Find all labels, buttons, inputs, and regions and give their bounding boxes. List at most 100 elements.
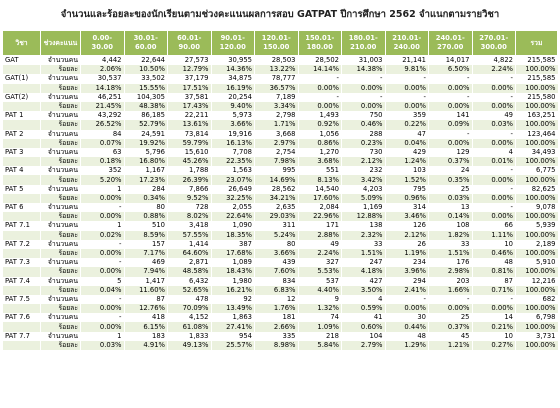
percent-cell: 0.00% <box>297 101 342 112</box>
count-cell: 5,939 <box>515 221 558 231</box>
percent-cell: 0.00% <box>297 83 342 93</box>
count-cell: 49 <box>297 239 342 249</box>
count-cell: 1,493 <box>297 111 342 121</box>
percent-row: ร้อยละ 0.00% 12.76% 70.09% 13.49% 1.76% 1.32% 0… <box>2 304 558 314</box>
percent-cell: 26.39% <box>167 175 211 185</box>
count-cell: 1,417 <box>123 276 168 286</box>
count-cell: - <box>471 129 516 139</box>
percent-cell: 2.98% <box>428 267 472 277</box>
count-cell: 30 <box>384 313 429 323</box>
subject-cell: PAT 7.7 <box>2 331 41 341</box>
percent-cell: 45.26% <box>167 157 211 167</box>
percent-cell: 15.55% <box>123 83 168 93</box>
count-cell: 3,418 <box>167 221 211 231</box>
row-label: ร้อยละ <box>40 267 81 277</box>
count-cell: 4,203 <box>341 184 385 194</box>
count-cell: 34,875 <box>210 74 255 84</box>
count-cell: 387 <box>210 239 255 249</box>
count-cell: 232 <box>341 166 385 176</box>
count-cell: - <box>80 239 124 249</box>
count-cell: 30,955 <box>210 55 255 66</box>
count-cell: - <box>471 166 516 176</box>
percent-cell: 12.76% <box>123 304 168 314</box>
count-cell: 37,179 <box>167 74 211 84</box>
row-label: ร้อยละ <box>40 285 81 295</box>
count-row: PAT 7.4 จำนวนคน 5 1,417 6,432 1,980 834 537 427 2… <box>2 276 558 286</box>
count-cell: 215,585 <box>515 55 558 66</box>
row-label: จำนวนคน <box>40 203 81 213</box>
percent-cell: 6.50% <box>428 65 472 75</box>
percent-cell: 0.00% <box>80 212 124 222</box>
count-row: PAT 1 จำนวนคน 43,292 86,185 22,211 5,973 2,798… <box>2 111 558 121</box>
percent-cell: 3.96% <box>384 267 429 277</box>
count-cell: 234 <box>384 258 429 268</box>
count-cell: 66 <box>471 221 516 231</box>
percent-cell: 0.00% <box>428 83 472 93</box>
count-cell: 4,442 <box>80 55 124 66</box>
percent-cell: 100.00% <box>515 138 558 148</box>
count-cell: 24,591 <box>123 129 168 139</box>
header-cell: รวม <box>515 30 558 56</box>
subject-cell-empty <box>2 175 41 185</box>
percent-cell: 100.00% <box>515 83 558 93</box>
percent-row: ร้อยละ 26.52% 52.79% 13.61% 3.66% 1.71% 0.92% 0… <box>2 120 558 130</box>
percent-cell: 7.94% <box>123 267 168 277</box>
header-cell: วิชา <box>2 30 41 56</box>
percent-cell: 0.00% <box>471 138 516 148</box>
subject-cell: GAT(1) <box>2 74 41 84</box>
percent-cell: 1.71% <box>254 120 298 130</box>
percent-cell: 14.38% <box>341 65 385 75</box>
count-cell: 78,777 <box>254 74 298 84</box>
percent-cell: 49.13% <box>167 340 211 350</box>
percent-cell: 1.19% <box>384 248 429 259</box>
percent-cell: 2.66% <box>254 322 298 332</box>
count-cell: 176 <box>428 258 472 268</box>
count-cell: 33,502 <box>123 74 168 84</box>
row-label: ร้อยละ <box>40 120 81 130</box>
count-cell: 24 <box>428 166 472 176</box>
percent-cell: 0.00% <box>471 304 516 314</box>
percent-cell: 3.34% <box>254 101 298 112</box>
header-cell: 90.01-120.00 <box>210 30 255 56</box>
count-cell: 73,814 <box>167 129 211 139</box>
percent-row: ร้อยละ 5.20% 17.23% 26.39% 23.07% 14.69% 8.13%… <box>2 175 558 185</box>
header-cell: 0.00-30.00 <box>80 30 125 56</box>
subject-cell: PAT 7.6 <box>2 313 41 323</box>
count-cell: 1 <box>80 221 124 231</box>
row-label: จำนวนคน <box>40 147 81 158</box>
count-cell: 1,169 <box>341 203 385 213</box>
percent-cell: 57.55% <box>167 230 211 240</box>
count-cell: - <box>80 294 124 305</box>
count-cell: 1,788 <box>167 166 211 176</box>
percent-cell: 100.00% <box>515 120 558 130</box>
percent-cell: 0.03% <box>428 193 472 203</box>
count-cell: 27,573 <box>167 55 211 66</box>
percent-cell: 32.25% <box>210 193 255 203</box>
count-cell: 141 <box>428 111 472 121</box>
percent-cell: 0.00% <box>80 248 124 259</box>
subject-cell-empty <box>2 120 41 130</box>
percent-cell: 14.69% <box>254 175 298 185</box>
percent-cell: 1.32% <box>297 304 342 314</box>
subject-cell-empty <box>2 322 41 332</box>
row-label: จำนวนคน <box>40 294 81 305</box>
count-cell: 3,668 <box>254 129 298 139</box>
count-cell: 82,625 <box>515 184 558 194</box>
percent-cell: 9.52% <box>167 193 211 203</box>
count-cell: 478 <box>167 294 211 305</box>
count-cell: 43,292 <box>80 111 124 121</box>
count-cell: 327 <box>297 258 342 268</box>
percent-cell: 0.23% <box>341 138 385 148</box>
percent-cell: 0.00% <box>80 322 124 332</box>
row-label: ร้อยละ <box>40 138 81 148</box>
percent-cell: 7.17% <box>123 248 168 259</box>
percent-cell: 8.13% <box>297 175 342 185</box>
row-label: ร้อยละ <box>40 340 81 350</box>
count-cell: 2,635 <box>254 203 298 213</box>
count-row: PAT 6 จำนวนคน -80 728 2,055 2,635 2,084 1,169 31… <box>2 203 558 213</box>
percent-row: ร้อยละ 0.00% 7.17% 64.60% 17.68% 3.66% 2.24% 1.… <box>2 248 558 259</box>
percent-cell: 2.06% <box>80 65 124 75</box>
count-cell: 682 <box>515 294 558 305</box>
count-cell: 138 <box>341 221 385 231</box>
